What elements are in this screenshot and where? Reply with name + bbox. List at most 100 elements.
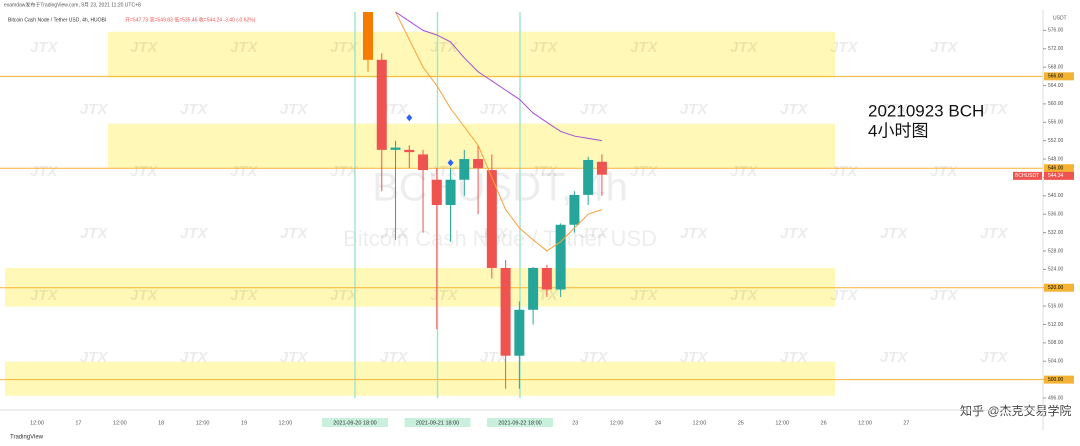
x-tick-label: 19 bbox=[241, 420, 247, 426]
zone bbox=[108, 31, 835, 78]
x-tick-label: 12:00 bbox=[775, 420, 789, 426]
y-tick-label: 496.00 bbox=[1048, 395, 1064, 401]
y-tick-label: 532.00 bbox=[1048, 230, 1064, 236]
brand: TradingView bbox=[10, 435, 44, 441]
y-tick-label: 508.00 bbox=[1048, 340, 1064, 346]
symbol-tag-label: BCHUSDT bbox=[1015, 173, 1039, 179]
x-tick-label: 12:00 bbox=[113, 420, 127, 426]
candle-body bbox=[418, 154, 429, 171]
y-tick-label: 556.00 bbox=[1048, 120, 1064, 126]
watermark-logo: JTX bbox=[180, 349, 209, 366]
watermark-logo: JTX bbox=[80, 349, 109, 366]
watermark-logo: JTX bbox=[130, 39, 159, 56]
watermark-logo: JTX bbox=[80, 101, 109, 118]
watermark-logo: JTX bbox=[680, 349, 709, 366]
x-tick-label: 23 bbox=[572, 420, 578, 426]
watermark-logo: JTX bbox=[30, 163, 59, 180]
level-tag bbox=[1044, 283, 1074, 292]
watermark-logo: JTX bbox=[530, 39, 559, 56]
candle-body bbox=[486, 170, 497, 268]
watermark-logo: JTX bbox=[280, 101, 309, 118]
watermark-logo: JTX bbox=[780, 225, 809, 242]
level-tag-label: 500.00 bbox=[1048, 377, 1064, 383]
candle-body bbox=[596, 161, 607, 175]
watermark-logo: JTX bbox=[630, 287, 659, 304]
annotation: 4小时图 bbox=[868, 121, 928, 140]
candle-body bbox=[569, 194, 580, 225]
x-tick-label: 24 bbox=[655, 420, 661, 426]
watermark-logo: JTX bbox=[580, 101, 609, 118]
x-tick-label: 12:00 bbox=[693, 420, 707, 426]
y-tick-label: 548.00 bbox=[1048, 156, 1064, 162]
indicator-line bbox=[395, 11, 603, 252]
watermark-name: Bitcoin Cash Node / Tether USD bbox=[343, 226, 657, 251]
candle-body bbox=[431, 179, 442, 205]
watermark-logo: JTX bbox=[130, 287, 159, 304]
date-marker-label: 2021-09-21 18:00 bbox=[416, 420, 459, 426]
y-tick-label: 576.00 bbox=[1048, 28, 1064, 34]
x-tick-label: 12:00 bbox=[279, 420, 293, 426]
x-tick-label: 17 bbox=[75, 420, 81, 426]
symbol-tag bbox=[1013, 171, 1042, 180]
currency: USDT bbox=[1053, 15, 1067, 21]
watermark-logo: JTX bbox=[80, 225, 109, 242]
y-tick-label: 564.00 bbox=[1048, 83, 1064, 89]
watermark-logo: JTX bbox=[930, 287, 959, 304]
watermark-logo: JTX bbox=[880, 349, 909, 366]
y-tick-label: 536.00 bbox=[1048, 212, 1064, 218]
watermark-logo: JTX bbox=[230, 163, 259, 180]
x-tick-label: 18 bbox=[158, 420, 164, 426]
candle-body bbox=[528, 267, 539, 310]
watermark-logo: JTX bbox=[330, 287, 359, 304]
y-tick-label: 552.00 bbox=[1048, 138, 1064, 144]
credit: 知乎 @杰克交易学院 bbox=[960, 403, 1072, 418]
y-tick-label: 516.00 bbox=[1048, 303, 1064, 309]
date-marker-tag bbox=[404, 418, 471, 427]
x-tick-label: 12:00 bbox=[610, 420, 624, 426]
annotation: 20210923 BCH bbox=[868, 101, 984, 120]
candle-body bbox=[583, 159, 594, 195]
x-tick-label: 25 bbox=[738, 420, 744, 426]
watermark-logo: JTX bbox=[230, 287, 259, 304]
candle-body bbox=[459, 159, 470, 180]
date-marker-label: 2021-09-22 18:00 bbox=[498, 420, 541, 426]
date-marker-tag bbox=[487, 418, 553, 427]
y-tick-label: 540.00 bbox=[1048, 193, 1064, 199]
level-tag-label: 520.00 bbox=[1048, 285, 1064, 291]
watermark-logo: JTX bbox=[330, 39, 359, 56]
watermark-logo: JTX bbox=[980, 225, 1009, 242]
level-tag-label: 566.00 bbox=[1048, 74, 1064, 80]
symbol-line: Bitcoin Cash Node / Tether USD, 4h, HUOB… bbox=[8, 17, 106, 23]
candle-body bbox=[404, 149, 415, 153]
watermark-logo: JTX bbox=[230, 39, 259, 56]
x-tick-label: 12:00 bbox=[30, 420, 44, 426]
candle-body bbox=[541, 267, 552, 290]
candle-body bbox=[555, 224, 566, 290]
watermark-logo: JTX bbox=[30, 287, 59, 304]
level-tag-label: 546.00 bbox=[1048, 166, 1064, 172]
x-tick-label: 12:00 bbox=[196, 420, 210, 426]
signal bbox=[447, 159, 454, 167]
watermark-logo: JTX bbox=[880, 101, 909, 118]
watermark-logo: JTX bbox=[830, 287, 859, 304]
candle-body bbox=[445, 179, 456, 205]
watermark-logo: JTX bbox=[630, 163, 659, 180]
candle-body bbox=[514, 309, 525, 356]
y-tick-label: 572.00 bbox=[1048, 46, 1064, 52]
watermark-logo: JTX bbox=[380, 101, 409, 118]
y-tick-label: 512.00 bbox=[1048, 322, 1064, 328]
watermark-logo: JTX bbox=[180, 225, 209, 242]
watermark-logo: JTX bbox=[580, 225, 609, 242]
watermark-logo: JTX bbox=[480, 101, 509, 118]
x-tick-label: 27 bbox=[903, 420, 909, 426]
ohlc-line: 开=547.73 高=549.83 低=535.46 收=544.24 -3.4… bbox=[125, 16, 256, 23]
watermark-logo: JTX bbox=[780, 101, 809, 118]
x-tick-label: 26 bbox=[821, 420, 827, 426]
date-marker-label: 2021-09-20 18:00 bbox=[333, 420, 376, 426]
watermark-logo: JTX bbox=[30, 39, 59, 56]
date-marker-tag bbox=[322, 418, 388, 427]
watermark-logo: JTX bbox=[680, 225, 709, 242]
watermark-logo: JTX bbox=[580, 349, 609, 366]
y-tick-label: 560.00 bbox=[1048, 101, 1064, 107]
